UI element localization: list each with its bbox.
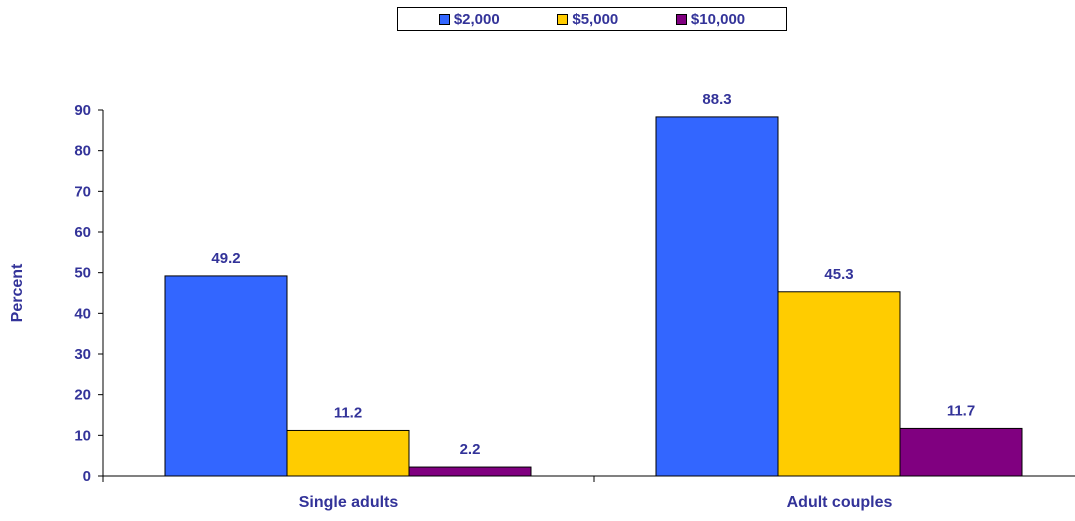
legend-item-series-3: $10,000 (675, 10, 746, 28)
y-tick-label: 50 (74, 265, 91, 282)
legend-swatch-series-2 (557, 13, 569, 25)
chart-legend: $2,000 $5,000 $10,000 (397, 7, 787, 31)
y-tick-label: 10 (74, 427, 91, 444)
bar-value-label: 11.2 (334, 404, 362, 421)
bar (286, 429, 410, 477)
y-tick-label: 20 (74, 387, 91, 404)
y-axis-title: Percent (9, 263, 26, 322)
y-tick-label: 90 (74, 102, 91, 119)
bar (899, 427, 1023, 477)
bar-value-label: 2.2 (460, 441, 481, 458)
y-tick-label: 80 (74, 143, 91, 160)
x-category-label: Adult couples (787, 494, 893, 511)
x-category-label: Single adults (299, 494, 399, 511)
bar-value-label: 11.7 (947, 402, 975, 419)
value-labels: 49.2 11.2 2.2 88.3 45.3 11.7 (211, 91, 975, 458)
bar-value-label: 49.2 (211, 250, 240, 267)
legend-label-series-3: $10,000 (690, 10, 746, 28)
y-tick-label: 70 (74, 183, 91, 200)
y-axis: 0 10 20 30 40 50 60 70 80 90 (74, 102, 104, 485)
bar (164, 275, 288, 477)
bar (777, 291, 901, 477)
legend-label-series-1: $2,000 (453, 10, 500, 28)
legend-item-series-1: $2,000 (438, 10, 500, 28)
x-axis: Single adults Adult couples (102, 475, 1075, 511)
bars (164, 116, 1023, 477)
legend-swatch-series-1 (438, 13, 450, 25)
legend-item-series-2: $5,000 (557, 11, 618, 28)
y-tick-label: 40 (74, 305, 91, 322)
legend-label-series-2: $5,000 (572, 10, 619, 28)
y-tick-label: 60 (74, 224, 91, 241)
bar-value-label: 88.3 (702, 91, 731, 108)
legend-swatch-series-3 (675, 13, 687, 25)
y-tick-label: 30 (74, 346, 91, 363)
y-tick-label: 0 (83, 468, 91, 485)
bar (408, 466, 532, 477)
bar (655, 116, 779, 477)
bar-value-label: 45.3 (824, 266, 853, 283)
